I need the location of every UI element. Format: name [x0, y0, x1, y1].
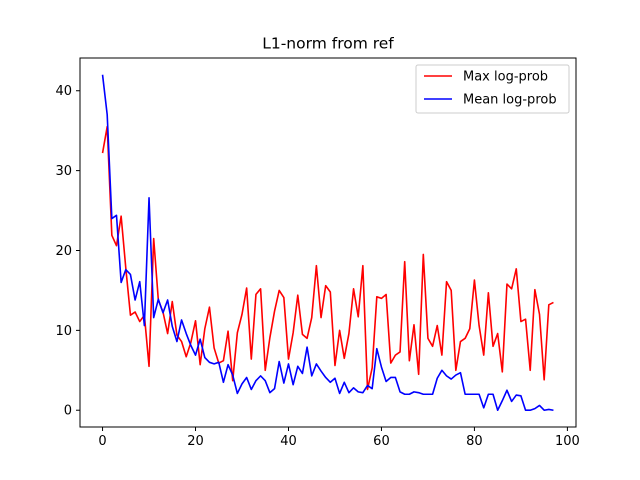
legend-label-max-log-prob: Max log-prob	[463, 70, 548, 85]
y-tick-label: 10	[55, 324, 72, 339]
x-tick-label: 20	[187, 434, 204, 449]
y-tick-label: 30	[55, 164, 72, 179]
chart-title: L1-norm from ref	[262, 35, 394, 53]
y-tick-label: 20	[55, 244, 72, 259]
series-line-mean-log-prob	[101, 74, 554, 412]
x-tick-label: 60	[373, 434, 390, 449]
legend: Max log-prob Mean log-prob	[415, 64, 570, 114]
y-tick-label: 0	[64, 404, 72, 419]
x-tick-label: 100	[555, 434, 580, 449]
x-tick-label: 40	[280, 434, 297, 449]
y-tick-label: 40	[55, 84, 72, 99]
x-tick-label: 80	[466, 434, 483, 449]
x-axis: 0 20 40 60 80 100	[98, 427, 580, 449]
y-axis: 0 10 20 30 40	[55, 84, 80, 419]
legend-box	[415, 64, 570, 114]
axes-frame	[79, 57, 577, 428]
legend-label-mean-log-prob: Mean log-prob	[463, 93, 557, 108]
plot-lines	[101, 74, 554, 412]
x-tick-label: 0	[98, 434, 106, 449]
